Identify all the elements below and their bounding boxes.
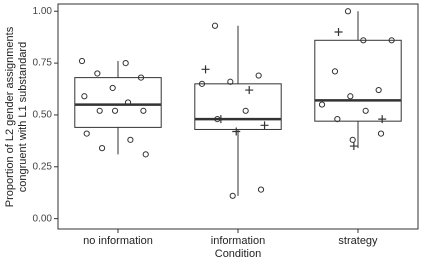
point xyxy=(127,136,134,143)
point xyxy=(347,93,354,100)
point xyxy=(142,151,149,158)
y-tick-label: 1.00 xyxy=(33,6,53,17)
point xyxy=(375,86,382,94)
x-tick-label: no information xyxy=(83,235,153,247)
point xyxy=(232,127,241,136)
point xyxy=(242,107,249,114)
point xyxy=(78,57,86,65)
point xyxy=(216,115,225,124)
point xyxy=(360,37,367,44)
box xyxy=(194,83,282,130)
point xyxy=(227,78,234,85)
point xyxy=(260,121,269,130)
box xyxy=(314,39,402,122)
point xyxy=(83,130,90,137)
point xyxy=(201,65,210,74)
point xyxy=(198,80,206,87)
y-axis-label: congruent with L1 substandard xyxy=(17,42,29,192)
point xyxy=(94,70,101,77)
point xyxy=(245,86,254,95)
point xyxy=(334,115,341,123)
point xyxy=(388,37,395,44)
point xyxy=(318,101,326,108)
y-axis-label: Proportion of L2 gender assignments xyxy=(4,26,16,207)
box xyxy=(74,77,162,128)
x-tick-label: information xyxy=(211,235,265,247)
y-tick-label: 0.00 xyxy=(33,213,53,224)
point xyxy=(109,84,116,92)
point xyxy=(257,186,265,193)
y-tick-label: 0.75 xyxy=(33,58,53,69)
point xyxy=(137,74,145,81)
point xyxy=(362,107,369,114)
point xyxy=(334,27,343,36)
point xyxy=(96,107,103,114)
x-tick-label: strategy xyxy=(338,235,378,247)
point xyxy=(378,115,387,124)
y-tick-label: 0.50 xyxy=(33,110,53,121)
point xyxy=(122,60,129,67)
point xyxy=(331,68,339,75)
point xyxy=(255,72,262,79)
point xyxy=(111,107,119,114)
point xyxy=(349,136,356,143)
point xyxy=(140,107,147,114)
point xyxy=(229,192,236,199)
point xyxy=(81,93,88,100)
y-tick-label: 0.25 xyxy=(33,161,53,172)
point xyxy=(98,145,106,152)
point xyxy=(344,8,352,15)
point xyxy=(124,99,132,106)
point xyxy=(349,142,358,151)
point xyxy=(211,22,219,29)
point xyxy=(377,130,385,137)
x-axis-label: Condition xyxy=(215,248,261,260)
